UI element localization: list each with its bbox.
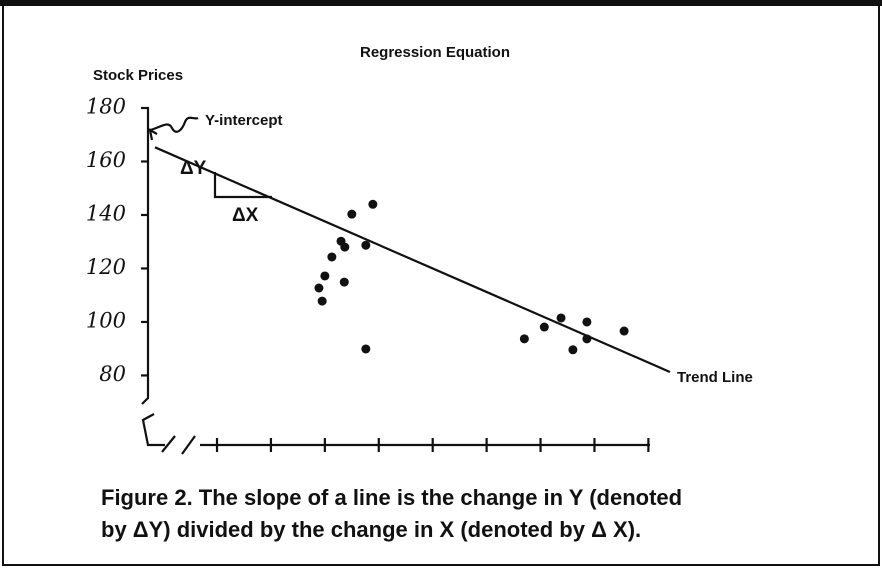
- point: [361, 344, 371, 354]
- point: [339, 277, 349, 287]
- point: [361, 240, 371, 250]
- caption-line: Figure 2. The slope of a line is the cha…: [101, 485, 682, 510]
- point: [619, 326, 629, 336]
- y-tick-label: 100: [86, 308, 126, 332]
- caption-line: by ΔY) divided by the change in X (denot…: [101, 517, 641, 542]
- y-tick-label: 80: [99, 362, 126, 386]
- point: [368, 199, 378, 209]
- point: [327, 252, 337, 262]
- chart-title: Regression Equation: [360, 44, 510, 61]
- delta-x-label: ΔX: [232, 205, 259, 226]
- intercept-label: Y-intercept: [205, 112, 283, 129]
- point: [582, 334, 592, 344]
- trend-label: Trend Line: [677, 369, 753, 386]
- point: [582, 317, 592, 327]
- point: [568, 345, 578, 355]
- y-tick-label: 140: [86, 201, 126, 225]
- y-tick-label: 160: [86, 148, 126, 172]
- point: [539, 322, 549, 332]
- point: [519, 334, 529, 344]
- point: [317, 296, 327, 306]
- intercept-arrow: [148, 116, 199, 141]
- y-tick-label: 120: [86, 255, 126, 279]
- point: [340, 242, 350, 252]
- point: [314, 283, 324, 293]
- point: [556, 313, 566, 323]
- trend-line: [154, 146, 671, 373]
- y-tick-label: 180: [86, 95, 126, 119]
- point: [320, 271, 330, 281]
- y-axis: [141, 108, 650, 447]
- slope-triangle: [213, 172, 272, 199]
- point: [347, 209, 357, 219]
- top-bar: [0, 0, 882, 6]
- delta-y-label: ΔY: [180, 158, 207, 179]
- y-axis-label: Stock Prices: [93, 67, 183, 84]
- x-axis-break: [161, 435, 196, 455]
